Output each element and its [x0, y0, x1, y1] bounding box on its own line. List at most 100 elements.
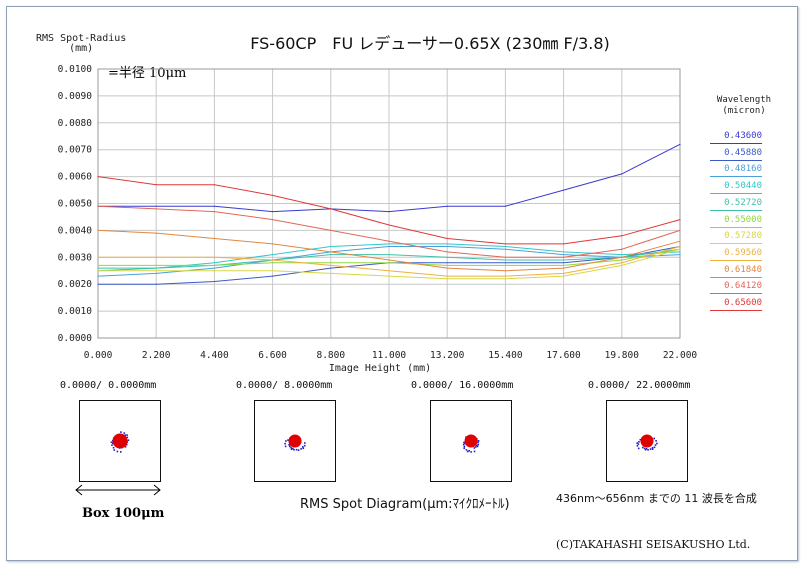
- x-tick-label: 19.800: [605, 350, 640, 361]
- data-point: [213, 267, 215, 269]
- legend-swatch: [710, 209, 762, 211]
- data-point: [97, 205, 99, 207]
- y-tick-label: 0.0030: [58, 252, 93, 263]
- y-axis-title: RMS Spot-Radius (mm): [36, 34, 126, 54]
- data-point: [504, 248, 506, 250]
- box-dimension-arrow: [75, 484, 161, 496]
- y-axis-title-line1: RMS Spot-Radius: [36, 33, 127, 44]
- y-tick-label: 0.0000: [58, 333, 93, 344]
- data-point: [97, 275, 99, 277]
- data-point: [504, 243, 506, 245]
- data-point: [330, 251, 332, 253]
- data-point: [563, 272, 565, 275]
- data-point: [330, 267, 332, 269]
- data-point: [446, 205, 448, 207]
- data-point: [330, 272, 332, 275]
- data-point: [504, 278, 506, 280]
- data-point: [563, 262, 565, 264]
- data-point: [155, 272, 157, 275]
- data-point: [446, 256, 448, 258]
- data-point: [97, 229, 99, 231]
- rms-caption: RMS Spot Diagram(μm:ﾏｲｸﾛﾒｰﾄﾙ): [300, 497, 510, 512]
- data-point: [97, 264, 99, 266]
- wavelength-caption: 436nm～656nm までの 11 波長を合成: [556, 492, 757, 505]
- data-point: [213, 262, 215, 264]
- legend-swatch: [710, 193, 762, 195]
- data-point: [97, 267, 99, 269]
- y-tick-label: 0.0060: [58, 172, 93, 183]
- spot-field-label: 0.0000/ 0.0000mm: [60, 380, 157, 391]
- data-point: [563, 254, 565, 256]
- x-tick-label: 15.400: [488, 350, 523, 361]
- data-point: [679, 254, 681, 256]
- data-point: [446, 278, 448, 280]
- data-point: [213, 264, 215, 266]
- data-point: [621, 259, 623, 261]
- legend-item: 0.55000: [724, 214, 762, 225]
- data-point: [388, 259, 390, 261]
- y-tick-label: 0.0050: [58, 199, 93, 210]
- data-point: [388, 224, 390, 226]
- data-point: [563, 275, 565, 277]
- data-point: [97, 176, 99, 178]
- data-point: [97, 256, 99, 258]
- x-tick-label: 22.000: [663, 350, 698, 361]
- data-point: [213, 270, 215, 272]
- data-point: [213, 205, 215, 207]
- data-point: [272, 194, 274, 197]
- data-point: [330, 264, 332, 266]
- spot-field-label: 0.0000/ 16.0000mm: [411, 380, 514, 391]
- data-point: [563, 267, 565, 269]
- data-point: [679, 219, 681, 221]
- legend-item: 0.50440: [724, 181, 762, 192]
- data-point: [155, 256, 157, 258]
- data-point: [213, 280, 215, 283]
- plot-area: [97, 68, 681, 339]
- x-tick-label: 2.200: [142, 350, 171, 361]
- copyright: (C)TAKAHASHI SEISAKUSHO Ltd.: [556, 538, 751, 551]
- spot-pattern: [636, 434, 658, 451]
- data-point: [563, 264, 565, 266]
- data-point: [679, 248, 681, 250]
- y-axis-title-line2: (mm): [69, 43, 94, 54]
- data-point: [446, 243, 448, 245]
- data-point: [621, 235, 623, 237]
- data-point: [272, 219, 274, 221]
- legend-swatch: [710, 243, 762, 245]
- data-point: [97, 283, 99, 285]
- data-point: [330, 262, 332, 264]
- data-point: [446, 245, 448, 248]
- spot-diagram-box: [606, 400, 688, 482]
- data-point: [388, 245, 390, 248]
- legend-item: 0.65600: [724, 298, 762, 308]
- data-point: [504, 275, 506, 277]
- spot-field-label: 0.0000/ 8.0000mm: [236, 380, 333, 391]
- data-point: [155, 205, 157, 207]
- data-point: [330, 208, 332, 210]
- legend-item: 0.59560: [724, 247, 762, 258]
- y-tick-label: 0.0090: [58, 91, 93, 102]
- data-point: [446, 267, 448, 269]
- x-tick-label: 4.400: [200, 350, 229, 361]
- legend-swatch: [710, 159, 762, 161]
- data-point: [679, 245, 681, 248]
- data-point: [388, 270, 390, 272]
- legend-swatch: [710, 293, 762, 295]
- data-point: [330, 254, 332, 256]
- legend-item: 0.64120: [724, 281, 762, 292]
- data-point: [679, 240, 681, 242]
- chart-title: FS-60CP FU レデューサー0.65X (230㎜ F/3.8): [250, 34, 610, 53]
- data-point: [621, 248, 623, 250]
- data-point: [213, 184, 215, 186]
- spot-pattern: [462, 434, 480, 453]
- data-point: [563, 251, 565, 253]
- y-tick-label: 0.0040: [58, 225, 93, 236]
- legend-item: 0.61840: [724, 264, 762, 275]
- radius-note: =半径 10μm: [108, 66, 187, 81]
- data-point: [388, 275, 390, 277]
- legend-swatch: [710, 143, 762, 144]
- data-point: [446, 264, 448, 266]
- x-tick-label: 13.200: [430, 350, 465, 361]
- data-point: [388, 240, 390, 242]
- data-point: [504, 262, 506, 264]
